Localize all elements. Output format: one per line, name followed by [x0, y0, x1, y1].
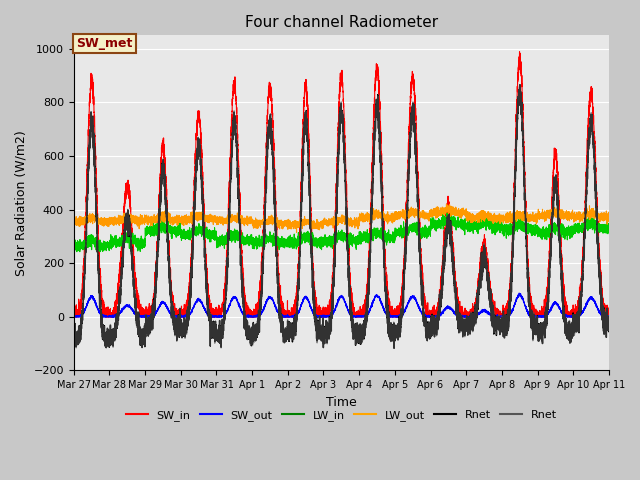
SW_out: [252, 314, 259, 320]
Line: Rnet: Rnet: [74, 85, 609, 351]
LW_in: [447, 209, 455, 215]
Rnet: [323, 341, 331, 347]
SW_in: [461, 312, 468, 318]
Title: Four channel Radiometer: Four channel Radiometer: [244, 15, 438, 30]
LW_in: [605, 230, 612, 236]
Rnet: [476, 279, 484, 285]
LW_out: [582, 212, 590, 217]
LW_out: [70, 219, 77, 225]
LW_in: [576, 224, 584, 230]
SW_in: [516, 49, 524, 55]
LW_in: [252, 238, 259, 243]
Rnet: [461, 322, 469, 328]
Line: LW_out: LW_out: [74, 204, 609, 232]
Line: Rnet: Rnet: [74, 85, 609, 351]
Rnet: [70, 340, 77, 346]
LW_in: [476, 218, 484, 224]
Line: SW_out: SW_out: [74, 293, 609, 317]
Legend: SW_in, SW_out, LW_in, LW_out, Rnet, Rnet: SW_in, SW_out, LW_in, LW_out, Rnet, Rnet: [121, 406, 561, 425]
SW_in: [323, 311, 331, 316]
LW_out: [461, 208, 469, 214]
SW_out: [461, 314, 468, 320]
LW_in: [83, 249, 90, 255]
SW_out: [576, 313, 584, 319]
Rnet: [461, 323, 469, 329]
LW_in: [582, 225, 590, 230]
SW_in: [582, 168, 590, 174]
Text: SW_met: SW_met: [76, 37, 133, 50]
SW_out: [70, 314, 77, 320]
SW_in: [576, 296, 584, 302]
Rnet: [70, 348, 78, 354]
LW_out: [605, 216, 612, 222]
Rnet: [576, 308, 584, 313]
SW_in: [605, 307, 612, 313]
SW_in: [252, 314, 259, 320]
LW_in: [323, 241, 331, 247]
SW_out: [476, 309, 484, 315]
Rnet: [476, 280, 484, 286]
Rnet: [70, 341, 77, 347]
X-axis label: Time: Time: [326, 396, 356, 408]
Rnet: [516, 82, 524, 88]
Rnet: [605, 321, 612, 327]
Rnet: [582, 187, 590, 193]
LW_out: [292, 229, 300, 235]
Rnet: [582, 187, 590, 192]
LW_out: [443, 201, 451, 207]
SW_out: [323, 313, 331, 319]
SW_out: [582, 302, 590, 308]
LW_out: [323, 218, 331, 224]
Rnet: [70, 348, 78, 354]
LW_out: [252, 215, 259, 221]
Line: SW_in: SW_in: [74, 52, 609, 317]
SW_out: [605, 313, 612, 319]
Line: LW_in: LW_in: [74, 212, 609, 252]
Y-axis label: Solar Radiation (W/m2): Solar Radiation (W/m2): [15, 130, 28, 276]
LW_out: [476, 213, 484, 219]
LW_in: [70, 244, 77, 250]
LW_out: [576, 216, 584, 221]
SW_in: [70, 314, 77, 320]
Rnet: [252, 328, 259, 334]
LW_in: [461, 221, 469, 227]
Rnet: [605, 321, 612, 326]
Rnet: [516, 82, 524, 88]
Rnet: [576, 307, 584, 313]
Rnet: [252, 329, 259, 335]
Rnet: [323, 340, 331, 346]
SW_out: [515, 290, 523, 296]
SW_in: [476, 259, 484, 265]
